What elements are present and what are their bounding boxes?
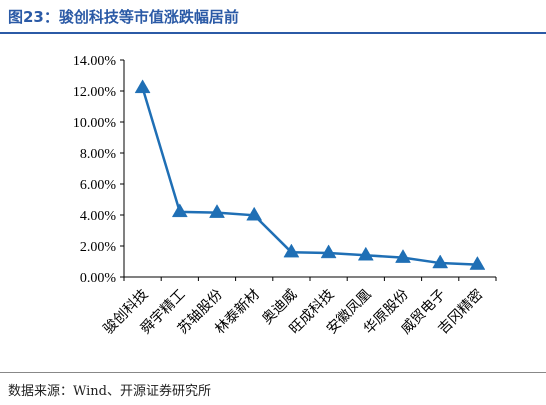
footer-divider [0, 372, 546, 373]
y-tick-label: 6.00% [80, 178, 117, 193]
y-tick-label: 10.00% [73, 116, 117, 131]
data-point-marker [432, 254, 449, 269]
data-point-marker [320, 244, 337, 259]
data-point-marker [209, 204, 225, 218]
data-point-marker [171, 203, 188, 218]
y-tick-label: 14.00% [73, 54, 117, 69]
y-tick-label: 0.00% [80, 271, 117, 286]
data-point-marker [134, 79, 151, 94]
data-point-marker [469, 256, 486, 270]
title-divider [0, 32, 546, 34]
data-point-marker [357, 246, 374, 261]
y-tick-label: 8.00% [80, 147, 117, 162]
series-line [141, 87, 478, 266]
data-point-marker [395, 249, 411, 263]
y-tick-label: 2.00% [80, 240, 117, 255]
y-tick-label: 12.00% [73, 85, 117, 100]
line-chart: 0.00% 2.00% 4.00% 6.00% 8.00% 10.00% 12.00% 14.… [73, 54, 497, 337]
source-note: 数据来源：Wind、开源证券研究所 [8, 384, 211, 399]
data-point-marker [283, 243, 300, 258]
chart-title: 图23：骏创科技等市值涨跌幅居前 [8, 8, 239, 26]
data-point-marker [246, 206, 263, 221]
y-tick-label: 4.00% [80, 209, 117, 224]
